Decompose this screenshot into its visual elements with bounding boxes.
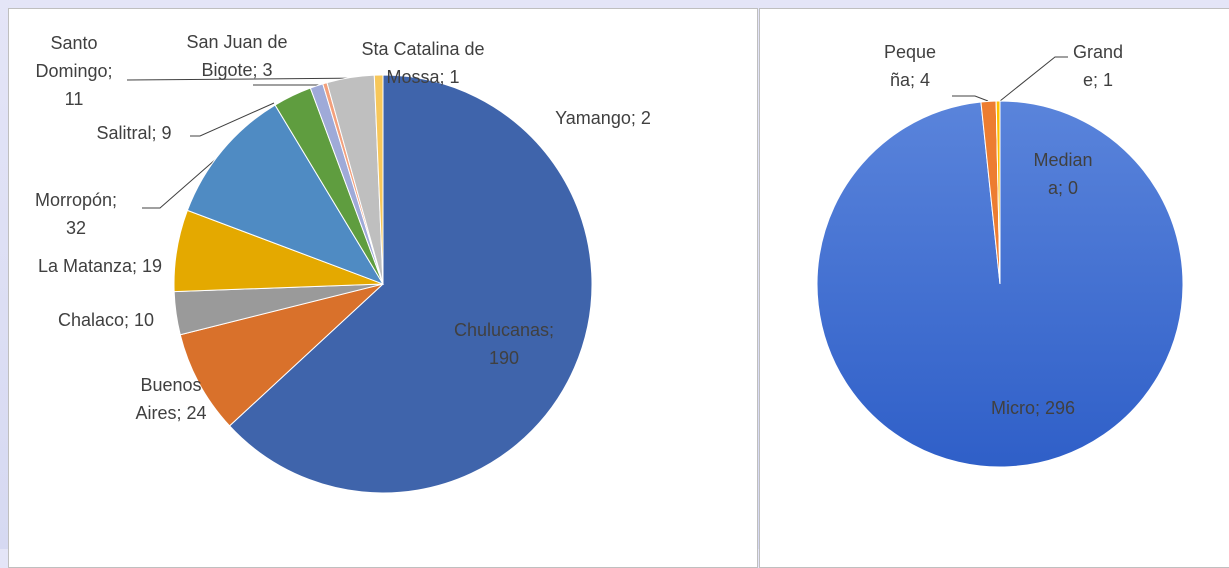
pie-slice	[179, 283, 384, 427]
leader-line	[952, 95, 989, 102]
data-label: San Juan de Bigote; 3	[186, 32, 288, 80]
data-label: Micro; 296	[990, 398, 1076, 418]
data-label: La Matanza; 19	[37, 256, 163, 276]
data-label: Buenos Aires; 24	[135, 375, 207, 423]
data-label: Morropón; 32	[34, 190, 118, 238]
data-label: Chalaco; 10	[57, 310, 155, 330]
pie-slice	[186, 104, 385, 285]
data-label: Pequeña; 4	[883, 42, 937, 90]
leader-line	[999, 56, 1068, 102]
data-label: Santo Domingo; 11	[35, 33, 113, 109]
data-label: Mediana; 0	[1033, 150, 1093, 198]
charts	[126, 56, 1184, 494]
pie-slice	[228, 74, 593, 494]
data-label: Sta Catalina de Mossa; 1	[361, 39, 485, 87]
pie-slice	[995, 100, 1001, 285]
leader-line	[142, 151, 225, 209]
data-label: Chulucanas; 190	[453, 320, 555, 368]
pie-slice	[373, 74, 384, 285]
leader-line	[190, 102, 275, 137]
data-label: Yamango; 2	[555, 108, 651, 128]
data-label: Grande; 1	[1072, 42, 1124, 90]
data-label: Salitral; 9	[96, 123, 172, 143]
